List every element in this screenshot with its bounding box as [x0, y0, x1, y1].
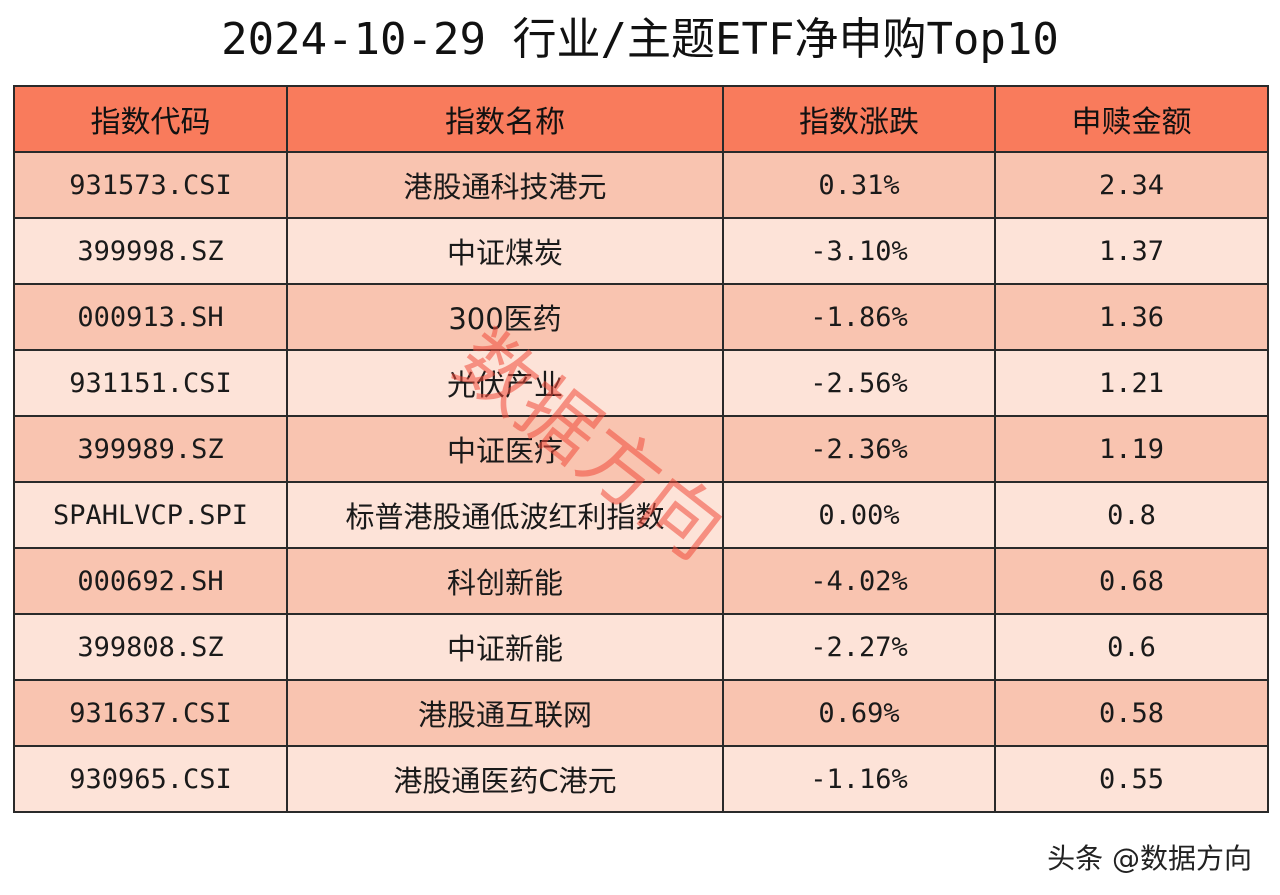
cell-index-change: -1.16% [722, 745, 996, 813]
table-row: 399989.SZ 中证医疗 -2.36% 1.19 [13, 415, 1269, 483]
cell-index-code: 399808.SZ [13, 613, 288, 681]
cell-index-code: 931151.CSI [13, 349, 288, 417]
cell-index-change: -2.27% [722, 613, 996, 681]
cell-index-code: 000692.SH [13, 547, 288, 615]
table-row: SPAHLVCP.SPI 标普港股通低波红利指数 0.00% 0.8 [13, 481, 1269, 549]
cell-index-change: 0.00% [722, 481, 996, 549]
cell-amount: 1.21 [994, 349, 1269, 417]
page-title: 2024-10-29 行业/主题ETF净申购Top10 [221, 14, 1059, 65]
cell-index-name: 中证医疗 [286, 415, 724, 483]
table-row: 399808.SZ 中证新能 -2.27% 0.6 [13, 613, 1269, 681]
table-row: 399998.SZ 中证煤炭 -3.10% 1.37 [13, 217, 1269, 285]
header-index-name: 指数名称 [286, 85, 724, 153]
cell-amount: 1.36 [994, 283, 1269, 351]
table-row: 931573.CSI 港股通科技港元 0.31% 2.34 [13, 151, 1269, 219]
cell-amount: 0.58 [994, 679, 1269, 747]
header-index-code: 指数代码 [13, 85, 288, 153]
cell-index-change: 0.69% [722, 679, 996, 747]
cell-amount: 1.19 [994, 415, 1269, 483]
cell-index-name: 港股通互联网 [286, 679, 724, 747]
etf-table: 指数代码 指数名称 指数涨跌 申赎金额 931573.CSI 港股通科技港元 0… [13, 85, 1269, 813]
cell-index-code: 930965.CSI [13, 745, 288, 813]
cell-index-name: 光伏产业 [286, 349, 724, 417]
table-row: 000692.SH 科创新能 -4.02% 0.68 [13, 547, 1269, 615]
cell-index-change: -1.86% [722, 283, 996, 351]
cell-index-code: SPAHLVCP.SPI [13, 481, 288, 549]
cell-index-code: 399989.SZ [13, 415, 288, 483]
cell-amount: 0.6 [994, 613, 1269, 681]
header-subscription-amount: 申赎金额 [994, 85, 1269, 153]
cell-index-change: 0.31% [722, 151, 996, 219]
cell-index-name: 科创新能 [286, 547, 724, 615]
cell-index-name: 港股通医药C港元 [286, 745, 724, 813]
table-row: 931637.CSI 港股通互联网 0.69% 0.58 [13, 679, 1269, 747]
cell-index-name: 中证煤炭 [286, 217, 724, 285]
cell-index-change: -3.10% [722, 217, 996, 285]
cell-index-name: 300医药 [286, 283, 724, 351]
cell-index-name: 标普港股通低波红利指数 [286, 481, 724, 549]
cell-index-name: 港股通科技港元 [286, 151, 724, 219]
cell-index-change: -2.36% [722, 415, 996, 483]
cell-index-change: -2.56% [722, 349, 996, 417]
cell-amount: 2.34 [994, 151, 1269, 219]
cell-index-code: 399998.SZ [13, 217, 288, 285]
cell-amount: 1.37 [994, 217, 1269, 285]
header-index-change: 指数涨跌 [722, 85, 996, 153]
cell-amount: 0.55 [994, 745, 1269, 813]
cell-amount: 0.68 [994, 547, 1269, 615]
table-row: 000913.SH 300医药 -1.86% 1.36 [13, 283, 1269, 351]
footer-credit: 头条 @数据方向 [1047, 842, 1252, 875]
table-header-row: 指数代码 指数名称 指数涨跌 申赎金额 [13, 85, 1269, 153]
cell-index-name: 中证新能 [286, 613, 724, 681]
table-row: 931151.CSI 光伏产业 -2.56% 1.21 [13, 349, 1269, 417]
cell-amount: 0.8 [994, 481, 1269, 549]
cell-index-code: 931573.CSI [13, 151, 288, 219]
table-row: 930965.CSI 港股通医药C港元 -1.16% 0.55 [13, 745, 1269, 813]
cell-index-code: 931637.CSI [13, 679, 288, 747]
cell-index-code: 000913.SH [13, 283, 288, 351]
cell-index-change: -4.02% [722, 547, 996, 615]
